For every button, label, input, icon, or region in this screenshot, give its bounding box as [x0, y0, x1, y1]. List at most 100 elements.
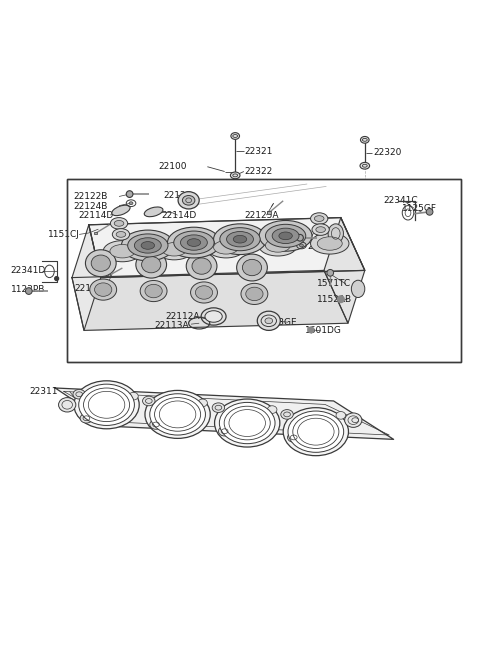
Ellipse shape — [205, 311, 222, 322]
Ellipse shape — [112, 205, 130, 216]
Ellipse shape — [345, 413, 362, 427]
Ellipse shape — [231, 133, 240, 139]
Ellipse shape — [215, 399, 280, 447]
Ellipse shape — [230, 172, 240, 178]
Ellipse shape — [241, 283, 268, 304]
Ellipse shape — [272, 228, 299, 243]
Ellipse shape — [265, 318, 273, 323]
Ellipse shape — [144, 207, 163, 216]
Ellipse shape — [426, 209, 433, 215]
Ellipse shape — [257, 311, 280, 331]
Ellipse shape — [233, 236, 247, 243]
Text: 22124C: 22124C — [307, 242, 342, 251]
Ellipse shape — [349, 415, 361, 425]
Ellipse shape — [227, 232, 253, 247]
Circle shape — [337, 296, 344, 302]
Text: 22125A: 22125A — [245, 211, 279, 220]
Text: 1151CJ: 1151CJ — [48, 230, 80, 239]
Ellipse shape — [288, 411, 344, 453]
Text: 22341D: 22341D — [11, 266, 46, 275]
Polygon shape — [72, 225, 101, 331]
Ellipse shape — [351, 280, 365, 298]
Ellipse shape — [121, 230, 174, 261]
Text: 22114D: 22114D — [161, 211, 196, 220]
Ellipse shape — [136, 251, 167, 278]
Ellipse shape — [186, 253, 217, 279]
Ellipse shape — [150, 420, 162, 429]
Ellipse shape — [168, 227, 220, 258]
Text: 1571TC: 1571TC — [317, 279, 351, 289]
Ellipse shape — [178, 192, 199, 209]
Ellipse shape — [180, 235, 207, 250]
Polygon shape — [89, 218, 365, 277]
Ellipse shape — [311, 233, 349, 254]
Ellipse shape — [74, 380, 139, 429]
Text: 1573GE: 1573GE — [262, 318, 297, 327]
Ellipse shape — [312, 224, 329, 236]
Ellipse shape — [134, 237, 161, 253]
Bar — [94, 232, 97, 234]
Text: 1152AB: 1152AB — [317, 295, 352, 304]
Text: 1125GF: 1125GF — [402, 205, 437, 213]
Ellipse shape — [129, 392, 138, 400]
Ellipse shape — [103, 241, 142, 262]
Ellipse shape — [279, 232, 292, 239]
Ellipse shape — [220, 228, 260, 251]
Circle shape — [308, 327, 314, 333]
Ellipse shape — [128, 234, 168, 257]
Ellipse shape — [25, 288, 32, 295]
Text: 22114D: 22114D — [79, 211, 114, 220]
Ellipse shape — [316, 227, 325, 232]
Ellipse shape — [328, 224, 344, 243]
Ellipse shape — [79, 384, 134, 426]
Ellipse shape — [360, 163, 370, 169]
Ellipse shape — [174, 231, 214, 254]
Ellipse shape — [265, 239, 290, 252]
Ellipse shape — [283, 407, 348, 456]
Text: 22129: 22129 — [163, 190, 192, 199]
Ellipse shape — [317, 237, 342, 250]
Polygon shape — [72, 270, 348, 331]
Text: 22320: 22320 — [373, 148, 402, 157]
Ellipse shape — [300, 244, 303, 247]
Polygon shape — [324, 218, 365, 323]
Ellipse shape — [59, 398, 76, 412]
Bar — [108, 274, 110, 276]
Bar — [267, 211, 271, 214]
Ellipse shape — [207, 237, 245, 258]
Ellipse shape — [116, 232, 126, 237]
Ellipse shape — [187, 239, 201, 247]
Ellipse shape — [192, 258, 211, 274]
Bar — [67, 179, 461, 361]
Ellipse shape — [91, 255, 110, 272]
Ellipse shape — [198, 399, 207, 407]
Ellipse shape — [242, 259, 262, 276]
Ellipse shape — [314, 216, 324, 222]
Ellipse shape — [259, 220, 312, 251]
Ellipse shape — [214, 224, 266, 255]
Ellipse shape — [182, 195, 195, 205]
Ellipse shape — [162, 243, 187, 256]
Ellipse shape — [129, 202, 133, 205]
Ellipse shape — [311, 213, 328, 224]
Text: 22122C: 22122C — [307, 234, 342, 242]
Ellipse shape — [267, 406, 277, 413]
Ellipse shape — [195, 286, 213, 299]
Ellipse shape — [218, 426, 231, 436]
Text: 22311: 22311 — [30, 387, 58, 396]
Ellipse shape — [184, 421, 193, 429]
Ellipse shape — [73, 390, 85, 399]
Text: 1601DG: 1601DG — [305, 327, 342, 335]
Ellipse shape — [214, 241, 239, 254]
Ellipse shape — [246, 287, 263, 300]
Ellipse shape — [265, 224, 306, 247]
Ellipse shape — [297, 234, 303, 241]
Text: 22122B: 22122B — [73, 192, 108, 201]
Ellipse shape — [142, 256, 161, 273]
Ellipse shape — [336, 411, 346, 419]
Text: 22341C: 22341C — [383, 196, 418, 205]
Text: 22112A: 22112A — [166, 312, 200, 321]
Ellipse shape — [80, 413, 93, 423]
Text: 1123PB: 1123PB — [11, 285, 45, 294]
Ellipse shape — [141, 241, 155, 249]
